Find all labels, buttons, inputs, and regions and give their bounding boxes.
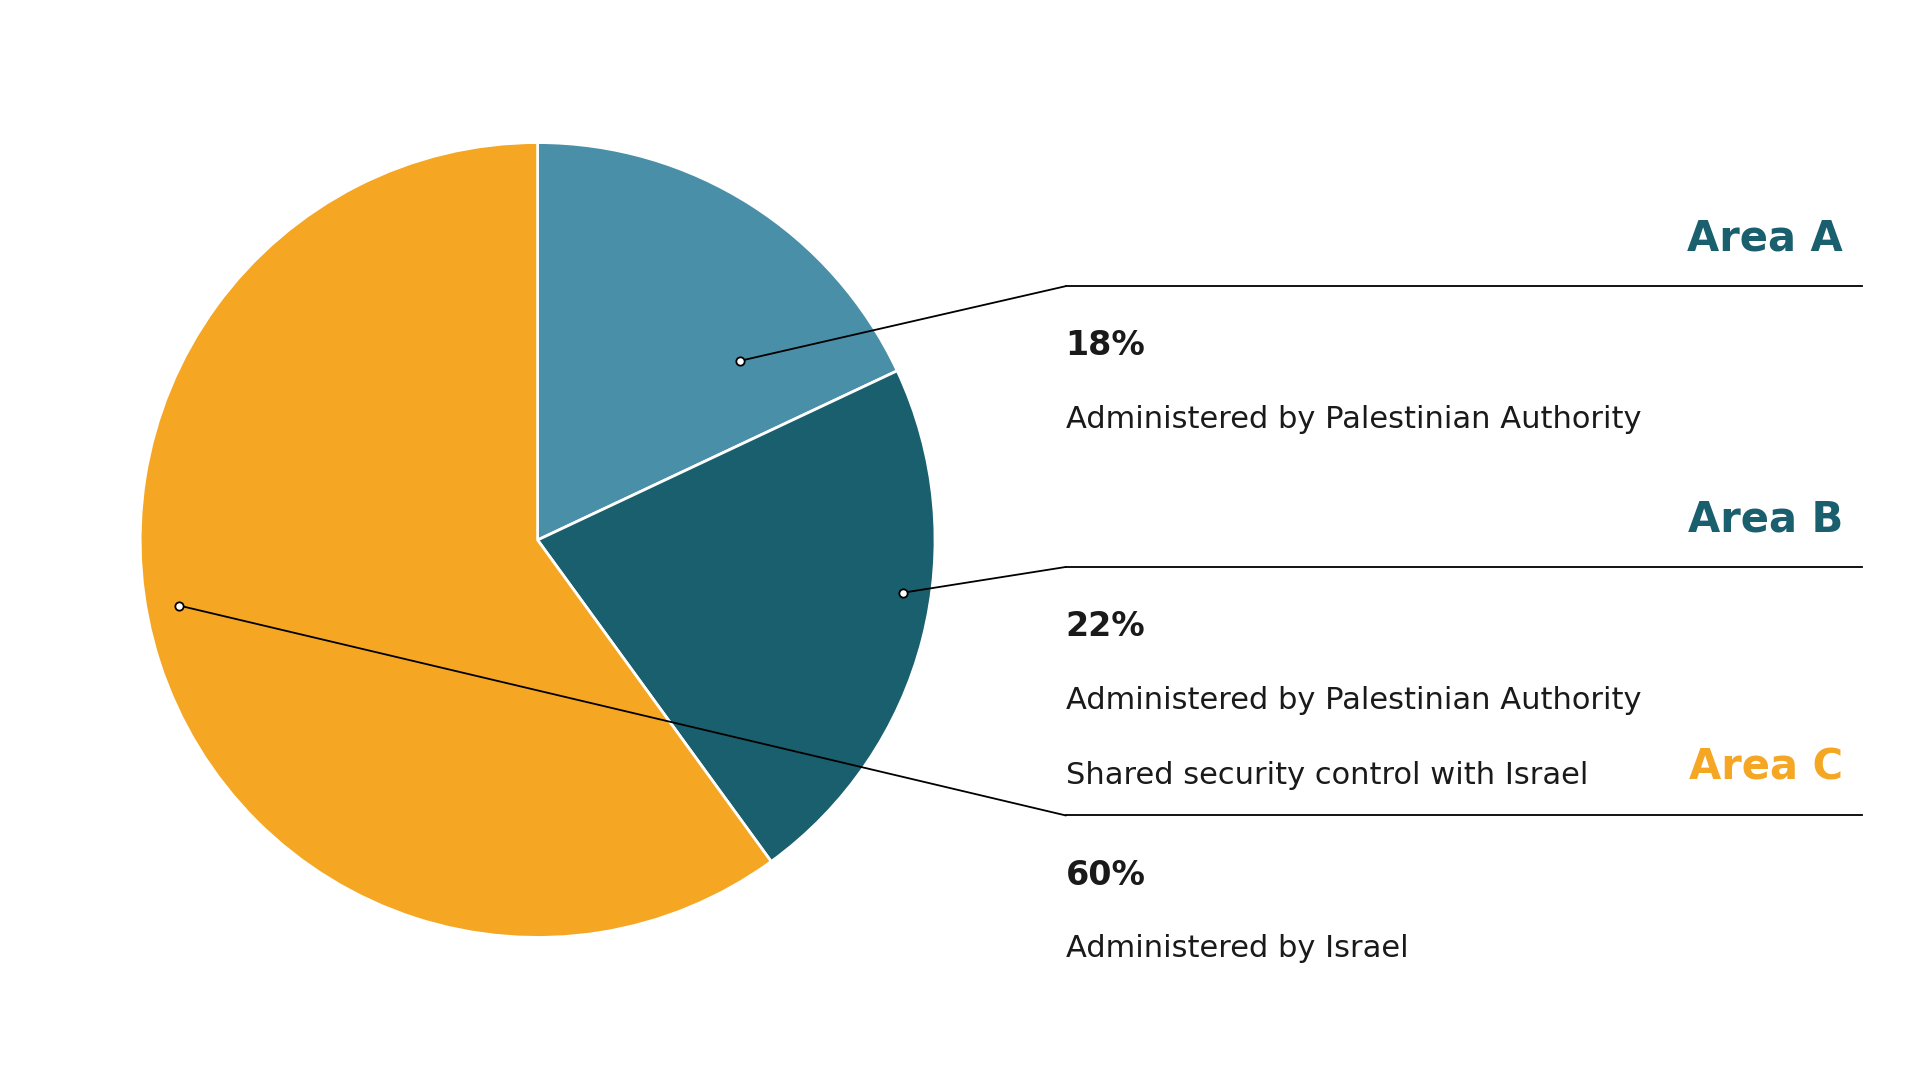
Wedge shape: [538, 370, 935, 862]
Text: Administered by Palestinian Authority: Administered by Palestinian Authority: [1066, 405, 1642, 434]
Wedge shape: [538, 143, 897, 540]
Text: Administered by Israel: Administered by Israel: [1066, 934, 1407, 963]
Text: Area A: Area A: [1688, 217, 1843, 259]
Text: Area C: Area C: [1690, 746, 1843, 788]
Text: Area B: Area B: [1688, 498, 1843, 540]
Text: Shared security control with Israel: Shared security control with Israel: [1066, 761, 1588, 791]
Text: Administered by Palestinian Authority: Administered by Palestinian Authority: [1066, 686, 1642, 715]
Text: 22%: 22%: [1066, 610, 1144, 644]
Wedge shape: [140, 143, 772, 937]
Text: 18%: 18%: [1066, 329, 1146, 363]
Text: 60%: 60%: [1066, 859, 1146, 892]
